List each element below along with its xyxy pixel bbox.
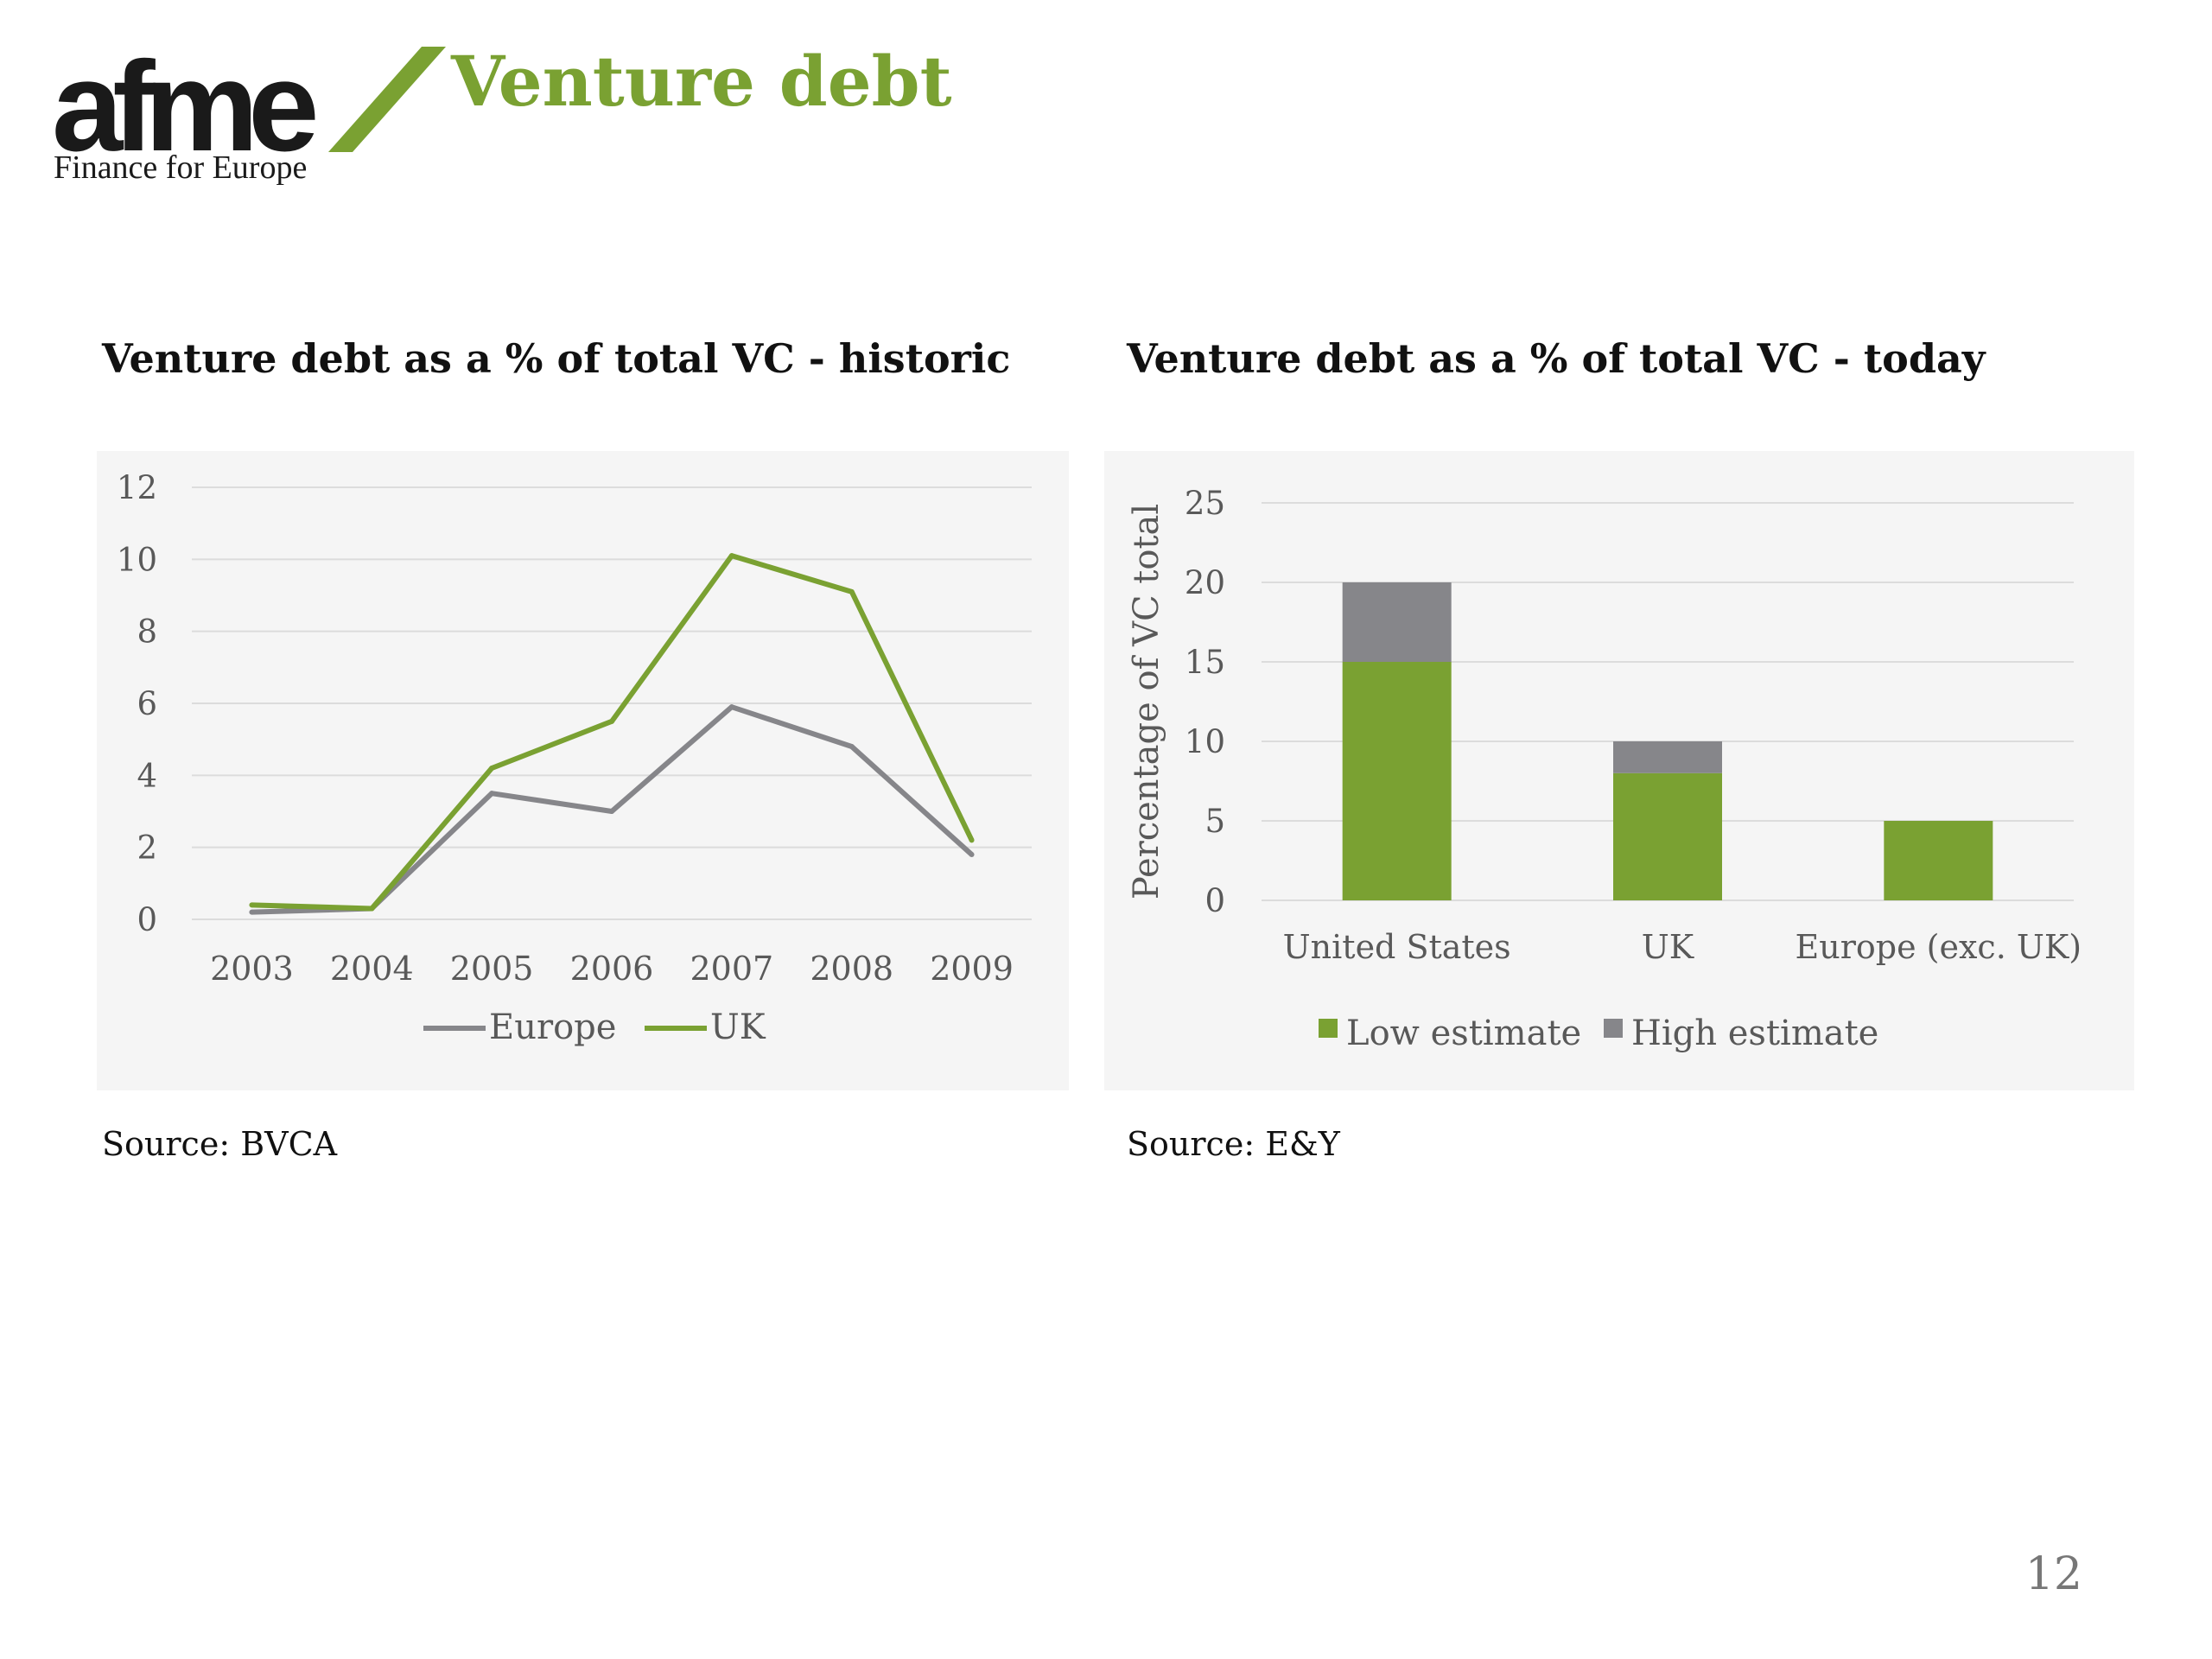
bar-segment-low-estimate: [1613, 772, 1722, 900]
data-point-uk: [489, 766, 495, 771]
x-tick-label: 2005: [450, 950, 534, 988]
y-tick-label: 15: [1185, 644, 1225, 681]
historic-chart-source: Source: BVCA: [102, 1125, 338, 1163]
legend-label-europe: Europe: [489, 1007, 616, 1047]
y-tick-label: 4: [137, 757, 157, 794]
x-tick-label: 2009: [930, 950, 1014, 988]
data-point-europe: [728, 704, 734, 710]
data-point-europe: [489, 791, 495, 797]
historic-line-chart: 0 2 4 6 8 10 12 2003 2004 2005 2006 2007 2008 2009 Eur…: [97, 451, 1069, 1090]
bar-segment-high-estimate: [1342, 582, 1452, 662]
logo-wordmark: afme: [52, 35, 319, 178]
data-point-europe: [849, 744, 855, 749]
historic-line-chart-svg: 0 2 4 6 8 10 12 2003 2004 2005 2006 2007 2008 2009 Eur…: [117, 469, 1032, 1047]
x-tick-label: 2007: [690, 950, 773, 988]
logo-tagline: Finance for Europe: [54, 149, 308, 186]
y-tick-label: 25: [1185, 485, 1225, 522]
legend-swatch-high-estimate: [1604, 1019, 1623, 1038]
today-chart-title: Venture debt as a % of total VC - today: [1127, 335, 1986, 382]
today-chart-source: Source: E&Y: [1127, 1125, 1340, 1163]
y-tick-label: 10: [117, 541, 157, 578]
y-axis-label: Percentage of VC total: [1127, 504, 1166, 899]
today-bar-chart-svg: 0 5 10 15 20 25 Percentage of VC total United S…: [1127, 485, 2082, 1053]
today-bar-chart: 0 5 10 15 20 25 Percentage of VC total United S…: [1104, 451, 2134, 1090]
page-title: Venture debt: [451, 41, 952, 122]
x-tick-label: 2003: [210, 950, 294, 988]
data-point-uk: [728, 553, 734, 559]
historic-chart-title: Venture debt as a % of total VC - histor…: [102, 335, 1011, 382]
data-point-uk: [609, 718, 614, 724]
legend-label-low-estimate: Low estimate: [1346, 1014, 1581, 1053]
legend-label-high-estimate: High estimate: [1631, 1014, 1878, 1053]
x-tick-label: 2004: [330, 950, 414, 988]
data-point-europe: [609, 809, 614, 814]
data-point-uk: [369, 906, 375, 912]
y-tick-label: 12: [117, 469, 157, 506]
page-number: 12: [2024, 1548, 2082, 1600]
bar-segment-low-estimate: [1342, 662, 1452, 900]
y-tick-label: 6: [137, 685, 157, 722]
y-tick-label: 2: [137, 830, 157, 867]
series-line-uk: [251, 553, 975, 912]
x-tick-label: 2006: [570, 950, 654, 988]
y-tick-label: 10: [1185, 723, 1225, 760]
afme-logo: afme Finance for Europe: [52, 35, 446, 190]
x-category-label: UK: [1642, 928, 1694, 966]
data-point-europe: [249, 909, 255, 915]
legend-label-uk: UK: [710, 1007, 766, 1047]
x-category-label: United States: [1283, 928, 1511, 966]
y-tick-label: 8: [137, 613, 157, 651]
data-point-europe: [969, 852, 975, 857]
y-tick-label: 5: [1205, 803, 1225, 840]
bar-segment-high-estimate: [1613, 741, 1722, 773]
data-point-uk: [849, 588, 855, 594]
legend-swatch-low-estimate: [1319, 1019, 1338, 1038]
y-tick-label: 20: [1185, 564, 1225, 601]
bar-segment-low-estimate: [1884, 821, 1993, 900]
data-point-uk: [249, 902, 255, 908]
y-tick-label: 0: [1205, 882, 1225, 919]
x-tick-label: 2008: [810, 950, 893, 988]
data-point-uk: [969, 837, 975, 843]
y-tick-label: 0: [137, 901, 157, 938]
x-category-label: Europe (exc. UK): [1796, 928, 2082, 966]
logo-slash-icon: [328, 47, 446, 152]
